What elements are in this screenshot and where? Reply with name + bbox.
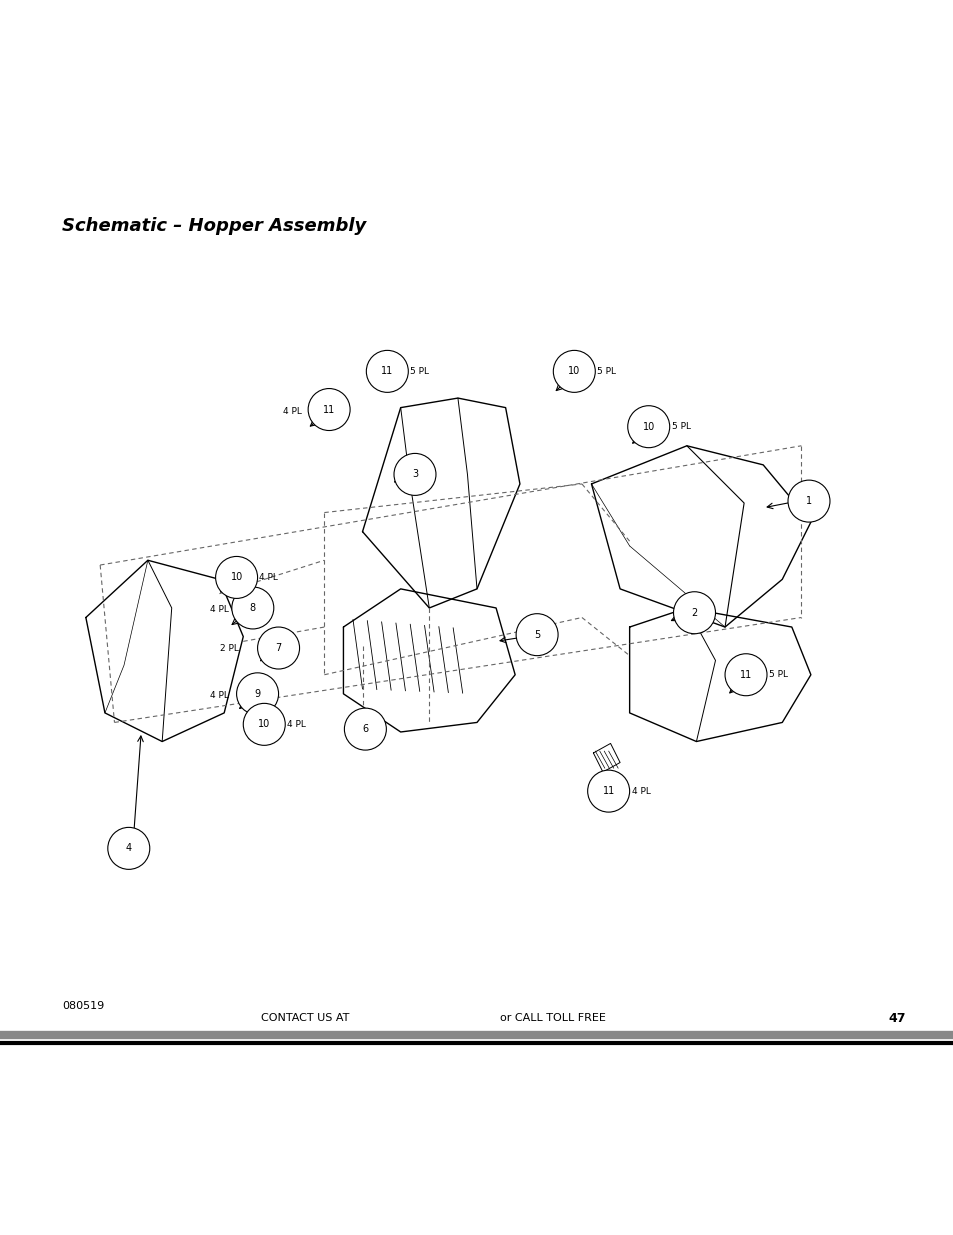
Text: or CALL TOLL FREE: or CALL TOLL FREE <box>500 1013 605 1023</box>
Text: 5 PL: 5 PL <box>410 367 429 375</box>
Text: 6: 6 <box>362 724 368 734</box>
Circle shape <box>587 771 629 813</box>
Circle shape <box>215 557 257 599</box>
Circle shape <box>232 587 274 629</box>
Circle shape <box>553 351 595 393</box>
Text: 4 PL: 4 PL <box>210 605 229 614</box>
Circle shape <box>236 673 278 715</box>
Text: 11: 11 <box>323 405 335 415</box>
Circle shape <box>787 480 829 522</box>
Text: 11: 11 <box>381 367 393 377</box>
Circle shape <box>344 708 386 750</box>
Text: 10: 10 <box>258 719 270 730</box>
Circle shape <box>673 592 715 634</box>
Text: 11: 11 <box>602 787 614 797</box>
Circle shape <box>516 614 558 656</box>
Text: 5 PL: 5 PL <box>768 671 787 679</box>
Text: 9: 9 <box>254 689 260 699</box>
Text: 5: 5 <box>534 630 539 640</box>
Circle shape <box>724 653 766 695</box>
Text: 4: 4 <box>126 844 132 853</box>
Circle shape <box>627 406 669 448</box>
Text: 11: 11 <box>740 669 751 679</box>
Text: Schematic – Hopper Assembly: Schematic – Hopper Assembly <box>62 217 366 235</box>
Text: 3: 3 <box>412 469 417 479</box>
Circle shape <box>108 827 150 869</box>
Text: 4 PL: 4 PL <box>287 720 306 729</box>
Text: 10: 10 <box>568 367 579 377</box>
Circle shape <box>394 453 436 495</box>
Text: CONTACT US AT: CONTACT US AT <box>261 1013 349 1023</box>
Text: 47: 47 <box>888 1011 905 1025</box>
Text: 10: 10 <box>642 421 654 432</box>
Text: 4 PL: 4 PL <box>631 787 650 795</box>
Circle shape <box>257 627 299 669</box>
Text: 10: 10 <box>231 573 242 583</box>
Text: 5 PL: 5 PL <box>597 367 616 375</box>
Text: 080519: 080519 <box>62 1000 104 1010</box>
Circle shape <box>366 351 408 393</box>
Text: 8: 8 <box>250 603 255 613</box>
Text: 2 PL: 2 PL <box>219 643 238 652</box>
Text: 5 PL: 5 PL <box>671 422 690 431</box>
Text: 4 PL: 4 PL <box>259 573 278 582</box>
Text: 4 PL: 4 PL <box>210 692 229 700</box>
Circle shape <box>308 389 350 431</box>
Text: 2: 2 <box>691 608 697 618</box>
Circle shape <box>243 704 285 746</box>
Text: 4 PL: 4 PL <box>282 408 301 416</box>
Text: 7: 7 <box>275 643 281 653</box>
Text: 1: 1 <box>805 496 811 506</box>
